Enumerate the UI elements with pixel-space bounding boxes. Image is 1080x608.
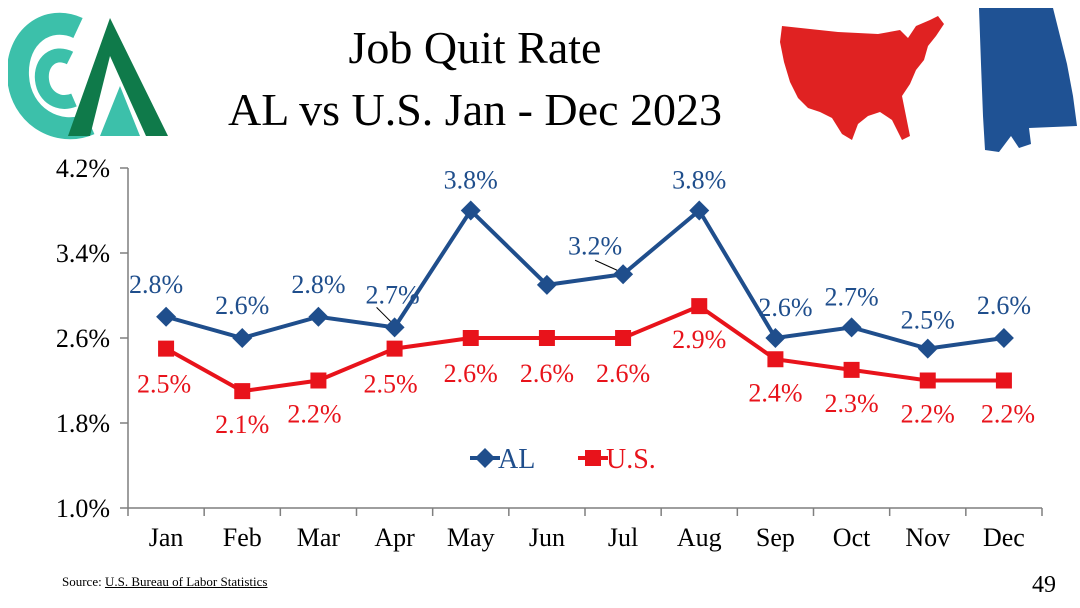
data-label-al: 2.8%: [291, 270, 345, 299]
data-label-us: 2.5%: [137, 370, 191, 399]
chart-title-line-1: Job Quit Rate: [348, 22, 602, 73]
legend-marker-al: [475, 448, 495, 468]
x-tick-label: Oct: [833, 523, 871, 552]
alabama-map-icon: [979, 8, 1077, 152]
data-point-al: [613, 264, 634, 285]
x-tick-label: Jan: [149, 523, 184, 552]
data-label-us: 2.3%: [824, 389, 878, 418]
data-point-us: [767, 351, 784, 368]
data-point-us: [310, 372, 327, 389]
data-point-al: [841, 317, 862, 338]
data-point-us: [995, 372, 1012, 389]
page-number: 49: [1032, 572, 1056, 598]
data-label-al: 3.2%: [568, 231, 622, 260]
leader-line: [376, 307, 391, 322]
data-label-us: 2.1%: [215, 410, 269, 439]
organization-logo-icon: [8, 12, 168, 140]
us-map-icon: [780, 16, 944, 140]
data-label-al: 3.8%: [444, 166, 498, 195]
data-label-al: 2.6%: [758, 293, 812, 322]
data-label-us: 2.6%: [596, 359, 650, 388]
data-point-al: [308, 306, 329, 327]
y-tick-label: 2.6%: [56, 324, 110, 353]
legend-label-al: AL: [498, 444, 535, 475]
x-tick-label: May: [447, 523, 495, 552]
data-point-al: [993, 328, 1014, 348]
legend-label-us: U.S.: [606, 444, 656, 475]
source-prefix: Source:: [62, 574, 105, 589]
data-point-us: [386, 340, 403, 357]
x-tick-label: Feb: [223, 523, 262, 552]
data-label-us: 2.2%: [287, 400, 341, 429]
series-line-1: [165, 303, 1004, 394]
data-point-us: [158, 340, 175, 357]
data-label-al: 2.7%: [365, 280, 419, 309]
y-tick-label: 4.2%: [56, 154, 110, 183]
data-point-al: [917, 338, 938, 359]
source-note: Source: U.S. Bureau of Labor Statistics: [62, 574, 267, 590]
x-tick-label: Jul: [608, 523, 638, 552]
data-point-us: [615, 330, 632, 346]
x-tick-label: Aug: [677, 523, 722, 552]
data-label-us: 2.6%: [444, 359, 498, 388]
data-point-al: [536, 274, 557, 295]
data-point-al: [232, 328, 253, 348]
data-label-us: 2.9%: [672, 325, 726, 354]
data-point-us: [462, 330, 479, 346]
data-label-us: 2.4%: [748, 378, 802, 407]
y-tick-label: 1.8%: [56, 409, 110, 438]
data-point-al: [156, 306, 177, 327]
y-tick-label: 1.0%: [56, 494, 110, 523]
data-point-us: [843, 361, 860, 378]
x-tick-label: Mar: [297, 523, 341, 552]
data-point-al: [460, 200, 481, 221]
data-label-us: 2.2%: [981, 400, 1035, 429]
leader-line: [594, 259, 618, 271]
data-point-al: [384, 317, 405, 338]
y-tick-label: 3.4%: [56, 239, 110, 268]
data-label-al: 2.5%: [901, 306, 955, 335]
data-point-us: [234, 383, 251, 400]
data-label-us: 2.2%: [901, 400, 955, 429]
data-label-us: 2.5%: [363, 370, 417, 399]
data-point-us: [538, 330, 555, 346]
data-point-us: [919, 372, 936, 389]
x-tick-label: Sep: [756, 523, 795, 552]
data-label-al: 2.8%: [129, 270, 183, 299]
source-link[interactable]: U.S. Bureau of Labor Statistics: [104, 574, 268, 589]
chart-title-line-2: AL vs U.S. Jan - Dec 2023: [227, 84, 722, 135]
data-label-al: 2.6%: [977, 291, 1031, 320]
x-tick-label: Nov: [905, 523, 950, 552]
x-tick-label: Dec: [983, 523, 1025, 552]
series-line-0: [165, 207, 1005, 351]
data-label-al: 3.8%: [672, 166, 726, 195]
data-point-al: [689, 200, 710, 221]
data-label-us: 2.6%: [520, 359, 574, 388]
data-label-al: 2.6%: [215, 291, 269, 320]
data-point-us: [691, 298, 708, 315]
data-label-al: 2.7%: [824, 282, 878, 311]
data-point-al: [765, 328, 786, 348]
x-tick-label: Apr: [374, 523, 415, 552]
legend-marker-us: [585, 450, 601, 466]
x-tick-label: Jun: [529, 523, 565, 552]
